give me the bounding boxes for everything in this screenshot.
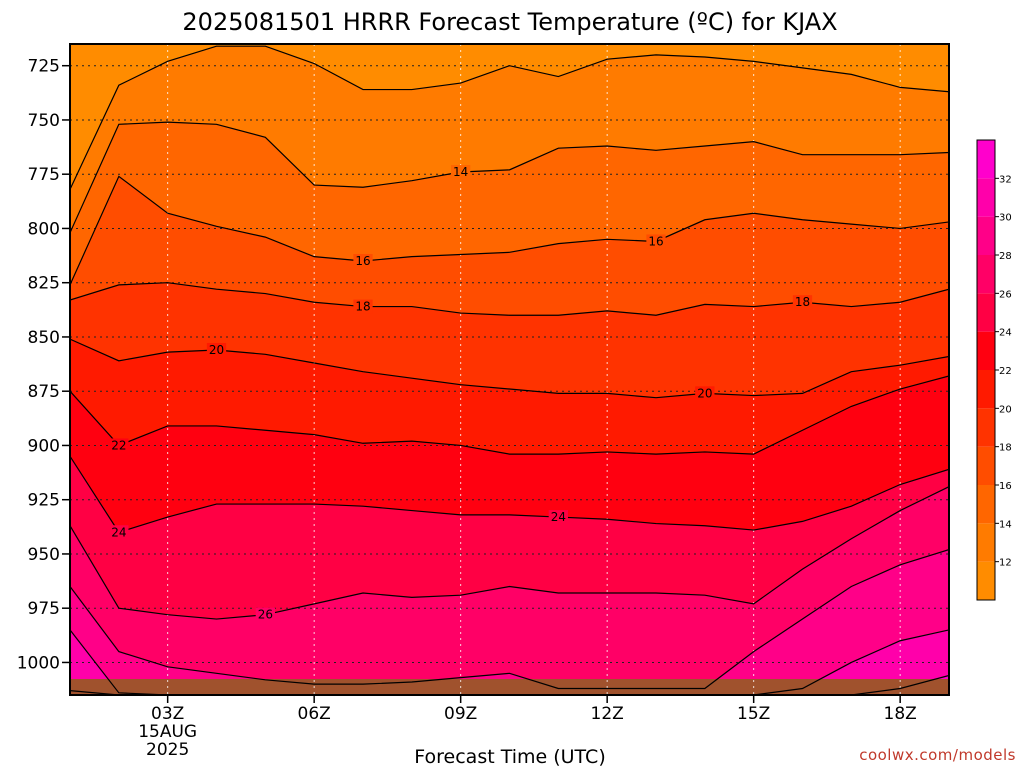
colorbar-swatch [977,446,995,485]
y-tick-label: 800 [28,219,60,239]
isotherm-label: 20 [697,386,712,400]
isotherm-label-bg [353,254,373,268]
colorbar-tick-label: 30 [999,213,1012,224]
isotherm-label: 26 [258,608,273,622]
isotherm-16 [70,175,949,286]
isotherm-26 [70,486,949,620]
y-tick-label: 750 [28,111,60,131]
isotherm-label-bg [792,295,813,310]
x-axis-label: Forecast Time (UTC) [414,746,605,768]
isotherm-label-bg [451,165,471,180]
plot-frame [69,43,950,696]
temperature-bands [70,44,949,695]
isotherm-label-bg [353,299,373,314]
y-axis: 725 750 775 800 825 850 875 900 925 950 975 1000 [17,57,70,673]
chart-title: 2025081501 HRRR Forecast Temperature (ºC… [182,8,837,36]
x-tick-label: 15Z [737,704,770,724]
colorbar-swatch [977,408,995,447]
y-tick-label: 775 [28,165,60,185]
colorbar-tick-label: 20 [999,404,1012,415]
colorbar-tick-label: 32 [999,174,1012,185]
x-tick-label: 06Z [298,704,331,724]
isotherm-label-bg [255,607,275,622]
x-tick-year: 2025 [146,740,189,760]
colorbar-swatch [977,485,995,524]
colorbar-tick-label: 16 [999,481,1012,492]
credit-text: coolwx.com/models [859,746,1016,764]
colorbar-tick-label: 12 [999,558,1012,569]
y-tick-label: 825 [28,274,60,294]
colorbar-swatch [977,561,995,600]
x-tick-label: 12Z [591,704,624,724]
isotherm-label: 20 [209,343,224,357]
isotherm-22 [70,375,949,455]
y-tick-label: 950 [28,545,60,565]
isotherm-label: 24 [551,510,566,524]
isotherm-label: 16 [355,254,370,268]
colorbar-tick-label: 24 [999,328,1012,339]
y-tick-label: 925 [28,491,60,511]
isotherm-label: 18 [355,300,370,314]
colorbar-tick-label: 22 [999,366,1012,377]
x-tick-label: 09Z [444,704,477,724]
colorbar-swatch [977,370,995,409]
isotherm-label: 14 [453,165,468,179]
colorbar-swatch [977,255,995,294]
y-tick-label: 1000 [17,653,60,673]
colorbar-swatch [977,293,995,332]
isotherm-28 [70,549,949,690]
colorbar-tick-label: 28 [999,251,1012,262]
colorbar-swatch [977,216,995,255]
plot-area: 14 16 16 18 18 20 20 22 24 24 26 [70,44,949,695]
isotherm-label-bg [206,342,227,357]
y-tick-label: 725 [28,57,60,77]
colorbar: 12 14 16 18 20 22 24 26 28 30 32 [976,139,1012,601]
x-tick-label: 03Z [151,704,184,724]
colorbar-swatch [977,140,995,179]
band-26 [70,486,949,695]
isotherm-label-bg [695,386,715,401]
isotherm-labels: 14 16 16 18 18 20 20 22 24 24 26 [109,165,813,622]
isotherm-30 [70,629,949,695]
y-tick-label: 875 [28,382,60,402]
isotherm-12 [70,45,949,190]
isotherm-label-bg [109,525,129,540]
ground-strip [70,679,949,695]
colorbar-swatch [977,331,995,370]
isotherm-24 [70,455,949,533]
isotherm-label: 18 [795,295,810,309]
isotherm-14 [70,121,949,234]
colorbar-tick-label: 14 [999,519,1012,530]
x-tick-date: 15AUG [138,722,197,742]
y-tick-label: 975 [28,599,60,619]
isotherm-label: 22 [111,438,126,452]
colorbar-swatch [977,178,995,217]
isotherm-label-bg [548,510,568,525]
isotherm-label: 24 [111,525,126,539]
isotherm-label: 16 [648,234,663,248]
colorbar-tick-label: 26 [999,289,1012,300]
x-tick-label: 18Z [884,704,917,724]
isotherm-label-bg [109,438,129,453]
colorbar-tick-label: 18 [999,443,1012,454]
y-tick-label: 900 [28,436,60,456]
y-tick-label: 850 [28,328,60,348]
colorbar-swatch [977,523,995,562]
isotherm-label-bg [646,234,666,249]
